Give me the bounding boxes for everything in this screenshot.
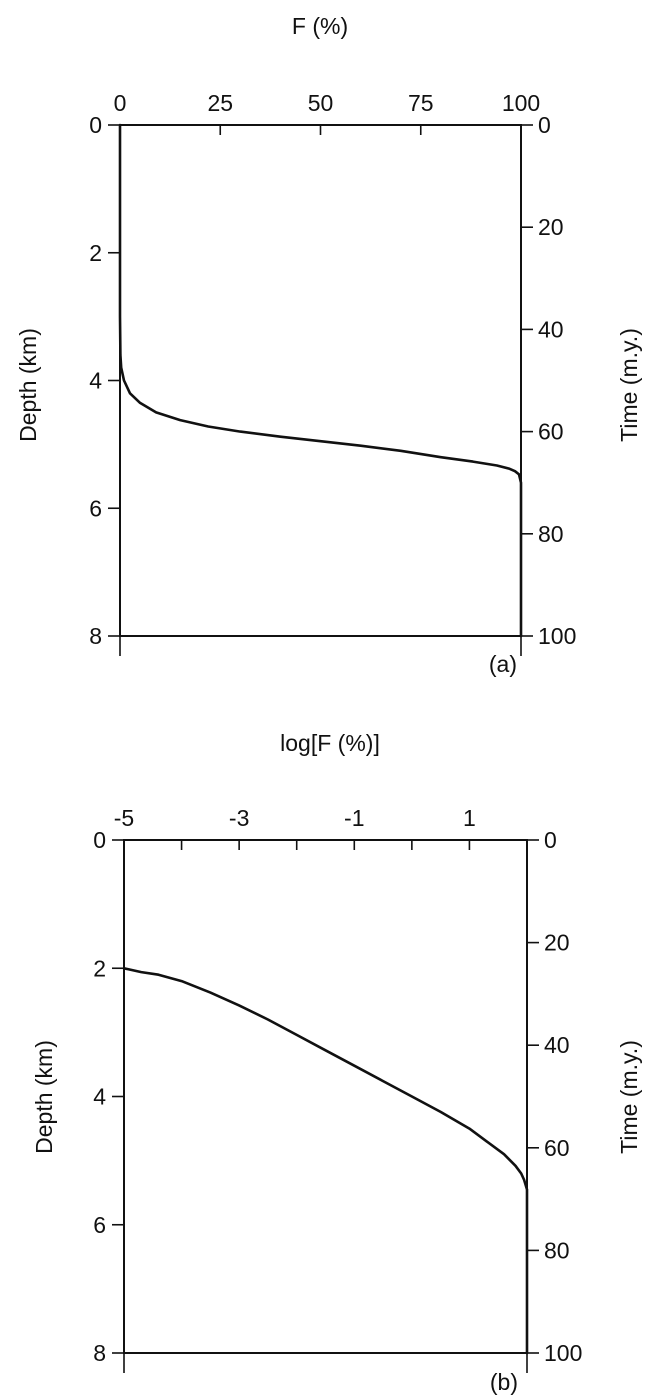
panel-b-x-tick-label: -1 — [344, 805, 364, 831]
panel-b: log[F (%)] Depth (km) Time (m.y.) -5 -3 -1… — [31, 730, 642, 1395]
panel-b-depth-tick-label: 0 — [93, 827, 106, 853]
panel-b-x-axis-title: log[F (%)] — [280, 730, 380, 756]
panel-a-depth-tick-label: 2 — [89, 240, 102, 266]
panel-a-depth-tick-label: 4 — [89, 368, 102, 394]
panel-a-time-tick-label: 60 — [538, 419, 564, 445]
panel-b-right-axis-title: Time (m.y.) — [616, 1040, 642, 1154]
panel-a-x-tick-label: 0 — [114, 90, 127, 116]
panel-a-time-tick-label: 100 — [538, 623, 576, 649]
panel-b-time-tick-label: 40 — [544, 1032, 570, 1058]
panel-a-depth-tick-label: 0 — [89, 112, 102, 138]
panel-b-time-tick-label: 60 — [544, 1135, 570, 1161]
panel-b-left-axis-title: Depth (km) — [31, 1040, 57, 1154]
panel-a-depth-tick-label: 6 — [89, 495, 102, 521]
panel-a-x-tick-label: 25 — [207, 90, 233, 116]
panel-a-time-tick-label: 0 — [538, 112, 551, 138]
panel-a-left-axis-title: Depth (km) — [15, 328, 41, 442]
panel-a-x-tick-label: 75 — [408, 90, 434, 116]
panel-a-x-tick-label: 100 — [502, 90, 540, 116]
panel-b-depth-tick-label: 6 — [93, 1212, 106, 1238]
panel-b-time-tick-label: 20 — [544, 930, 570, 956]
panel-a-depth-curve — [118, 123, 523, 638]
panel-a-plot-frame — [119, 124, 522, 637]
panel-a-time-tick-label: 40 — [538, 316, 564, 342]
panel-a-depth-tick-label: 8 — [89, 623, 102, 649]
panel-b-depth-tick-label: 2 — [93, 955, 106, 981]
panel-b-x-tick-label: -3 — [229, 805, 249, 831]
panel-b-time-tick-label: 80 — [544, 1237, 570, 1263]
panel-b-tag: (b) — [490, 1369, 518, 1395]
panel-b-time-tick-label: 100 — [544, 1340, 582, 1366]
panel-a-x-tick-label: 50 — [308, 90, 334, 116]
panel-a-right-axis-title: Time (m.y.) — [616, 328, 642, 442]
panel-b-x-tick-label: -5 — [114, 805, 134, 831]
panel-b-plot-frame — [123, 839, 528, 1354]
panel-a-tag: (a) — [489, 651, 517, 677]
panel-b-x-tick-label: 1 — [463, 805, 476, 831]
panel-b-depth-tick-label: 4 — [93, 1084, 106, 1110]
panel-a: F (%) Depth (km) Time (m.y.) 0 25 50 75 1000… — [15, 13, 642, 677]
panel-b-depth-tick-label: 8 — [93, 1340, 106, 1366]
panel-b-time-tick-label: 0 — [544, 827, 557, 853]
panel-a-time-tick-label: 80 — [538, 521, 564, 547]
panel-a-time-tick-label: 20 — [538, 214, 564, 240]
panel-b-depth-curve — [122, 967, 529, 1355]
panel-a-x-axis-title: F (%) — [292, 13, 348, 39]
